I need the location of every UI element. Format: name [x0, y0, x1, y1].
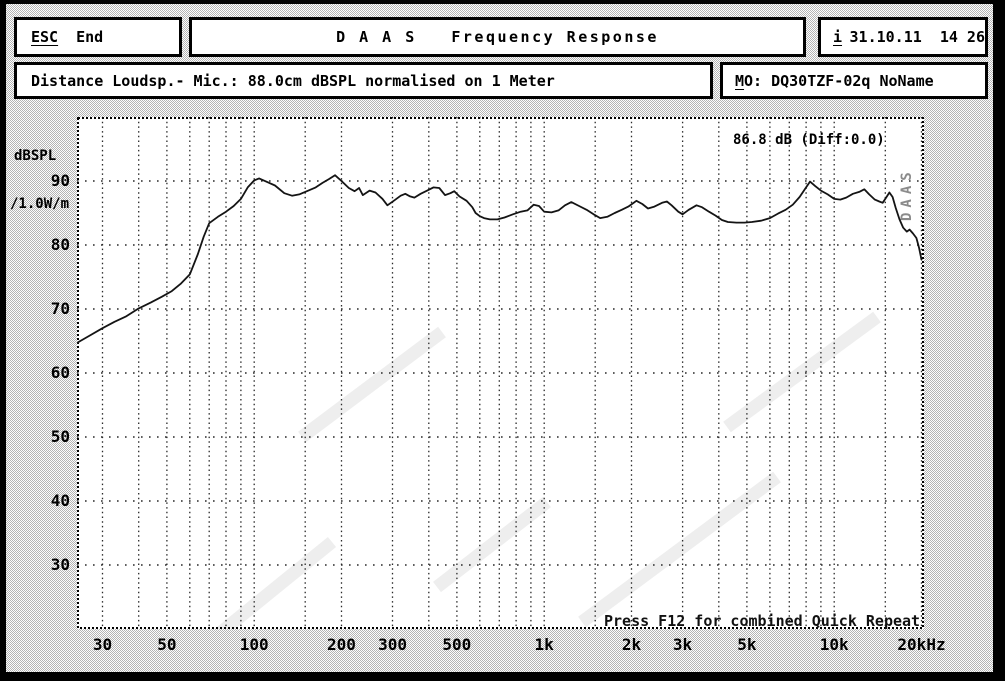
screen-background: ESC End D A A S Frequency Response i 31.10… — [6, 4, 993, 672]
y-tick-label: 40 — [50, 491, 70, 510]
y-tick-label: 90 — [50, 171, 70, 190]
x-tick-label: 100 — [239, 635, 269, 654]
esc-action-label: End — [76, 28, 104, 46]
measurement-info-bar: Distance Loudsp.- Mic.: 88.0cm dBSPL nor… — [14, 62, 713, 99]
model-select-button[interactable]: M O: DQ30TZF-02q NoName — [720, 62, 988, 99]
y-tick-label: 70 — [50, 299, 70, 318]
watermark-streak — [433, 496, 551, 593]
x-tick-label: 30 — [92, 635, 113, 654]
x-tick-label: 200 — [327, 635, 356, 654]
frequency-response-plot: 86.8 dB (Diff:0.0) Press F12 for combine… — [77, 117, 924, 630]
esc-hotkey: ESC — [31, 28, 59, 46]
y-tick-label: 60 — [50, 363, 70, 382]
window-title-bar: D A A S Frequency Response — [189, 17, 806, 57]
y-axis-title-line1: dBSPL — [14, 148, 57, 164]
info-hotkey: i — [833, 28, 843, 46]
f12-hint-text: Press F12 for combined Quick Repeat — [604, 612, 921, 630]
plot-canvas — [77, 117, 924, 629]
watermark-streak — [578, 471, 781, 628]
daas-watermark: DAAS — [899, 167, 915, 221]
x-tick-label: 10k — [819, 635, 849, 654]
x-tick-label: 2k — [621, 635, 642, 654]
response-curve — [77, 174, 923, 344]
esc-end-button[interactable]: ESC End — [14, 17, 182, 57]
x-tick-label: 300 — [378, 635, 407, 654]
watermark-streak — [723, 311, 881, 433]
y-axis-title: dBSPL /1.0W/m — [10, 116, 76, 244]
x-tick-label: 50 — [157, 635, 177, 654]
y-axis-title-line2: /1.0W/m — [10, 196, 70, 212]
x-tick-label: 3k — [672, 635, 693, 654]
measurement-info-label: Distance Loudsp.- Mic.: 88.0cm dBSPL nor… — [31, 71, 555, 90]
model-key-rest: O: — [744, 71, 763, 90]
x-tick-label: 5k — [737, 635, 757, 654]
y-tick-label: 50 — [50, 427, 70, 446]
y-tick-label: 30 — [50, 555, 70, 574]
x-tick-label: 20kHz — [897, 635, 946, 654]
x-tick-label: 1k — [534, 635, 554, 654]
page-title: D A A S Frequency Response — [336, 28, 659, 46]
x-tick-label: 500 — [442, 635, 472, 654]
model-hotkey: M — [735, 71, 745, 90]
model-value: DQ30TZF-02q NoName — [771, 71, 934, 90]
spl-readout-annotation: 86.8 dB (Diff:0.0) — [733, 132, 885, 148]
info-datetime-button[interactable]: i 31.10.11 14 26 — [818, 17, 988, 57]
datetime-label: 31.10.11 14 26 — [849, 28, 985, 46]
plot-border — [77, 117, 924, 629]
y-tick-label: 80 — [50, 235, 70, 254]
watermark-streak — [298, 326, 446, 443]
y-axis-tick-labels: 90 80 70 60 50 40 30 — [18, 4, 70, 672]
watermark-streak — [214, 536, 337, 629]
